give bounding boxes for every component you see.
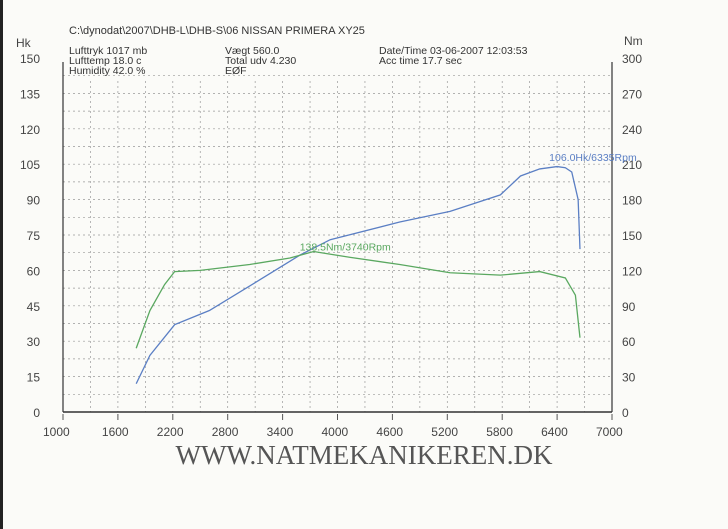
right-tick-label: 210 <box>622 158 642 172</box>
x-tick-label: 5800 <box>486 425 513 439</box>
x-tick-label: 5200 <box>431 425 458 439</box>
power-curve <box>135 165 581 384</box>
right-tick-label: 120 <box>622 264 642 278</box>
left-tick-label: 30 <box>27 335 41 349</box>
left-axis-label: Hk <box>16 36 31 50</box>
info-datetime: Date/Time 03-06-2007 12:03:53 <box>379 45 528 57</box>
right-tick-label: 90 <box>622 300 636 314</box>
left-tick-label: 15 <box>27 371 41 385</box>
left-tick-label: 150 <box>20 52 40 66</box>
right-tick-label: 180 <box>622 194 642 208</box>
left-tick-label: 135 <box>20 87 40 101</box>
website-watermark: WWW.NATMEKANIKEREN.DK <box>175 440 553 470</box>
info-lufttemp: Lufttemp 18.0 c <box>69 55 142 67</box>
right-tick-label: 0 <box>622 406 629 420</box>
left-tick-label: 90 <box>27 194 41 208</box>
peak-torque-label: 138.5Nm/3740Rpm <box>300 242 391 254</box>
info-humidity: Humidity 42.0 % <box>69 65 146 77</box>
right-tick-label: 300 <box>622 52 642 66</box>
x-tick-label: 2800 <box>212 425 239 439</box>
info-total-udv: Total udv 4.230 <box>225 55 297 67</box>
left-tick-label: 120 <box>20 123 40 137</box>
info-vaegt: Vægt 560.0 <box>225 45 280 57</box>
peak-power-label: 106.0Hk/6335Rpm <box>549 152 637 164</box>
left-tick-label: 105 <box>20 158 40 172</box>
x-tick-label: 6400 <box>541 425 568 439</box>
left-tick-label: 0 <box>33 406 40 420</box>
right-tick-label: 240 <box>622 123 642 137</box>
left-tick-label: 45 <box>27 300 41 314</box>
left-tick-label: 75 <box>27 229 41 243</box>
x-tick-label: 4600 <box>376 425 403 439</box>
info-acc-time: Acc time 17.7 sec <box>379 55 462 67</box>
right-axis-label: Nm <box>624 34 643 48</box>
x-tick-label: 1600 <box>102 425 129 439</box>
torque-curve <box>135 250 581 349</box>
info-eof: EØF <box>225 65 247 77</box>
x-tick-label: 3400 <box>267 425 294 439</box>
file-path: C:\dynodat\2007\DHB-L\DHB-S\06 NISSAN PR… <box>69 25 365 37</box>
x-tick-label: 4000 <box>322 425 349 439</box>
x-tick-label: 1000 <box>43 425 70 439</box>
right-tick-label: 150 <box>622 229 642 243</box>
right-tick-label: 60 <box>622 335 636 349</box>
left-tick-label: 60 <box>27 264 41 278</box>
scan-edge <box>0 0 3 529</box>
x-tick-label: 7000 <box>596 425 623 439</box>
info-lufttryk: Lufttryk 1017 mb <box>69 45 148 57</box>
x-tick-label: 2200 <box>157 425 184 439</box>
right-tick-label: 30 <box>622 371 636 385</box>
right-tick-label: 270 <box>622 87 642 101</box>
